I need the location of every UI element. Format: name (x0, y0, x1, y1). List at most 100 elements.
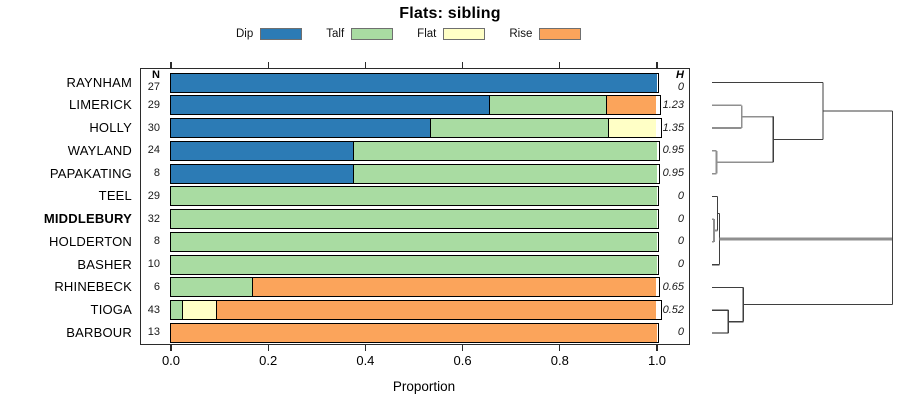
n-value: 30 (147, 121, 160, 134)
x-axis-tick-top (267, 62, 269, 68)
stacked-bar (169, 95, 661, 116)
stacked-bar (169, 322, 659, 343)
h-value: 0.65 (662, 280, 684, 293)
x-axis-tick-bottom (462, 345, 464, 351)
row-label: TIOGA (90, 302, 132, 318)
h-value: 1.23 (662, 98, 684, 111)
n-column-header: N (152, 69, 160, 81)
x-axis-tick-top (364, 62, 366, 68)
stacked-bar (169, 231, 659, 252)
bar-segment-flat (181, 301, 216, 320)
legend-swatch-rise (539, 27, 582, 40)
legend-swatch-talf (351, 27, 394, 40)
n-value: 24 (147, 144, 160, 157)
x-axis-tick-bottom (656, 345, 658, 351)
chart-title: Flats: sibling (399, 5, 501, 22)
row-label: PAPAKATING (49, 165, 132, 181)
row-label: HOLDERTON (49, 233, 132, 249)
bar-segment-dip (170, 96, 489, 115)
stacked-bar (169, 300, 662, 321)
stacked-bar (169, 209, 659, 230)
h-value: 0.95 (662, 144, 684, 157)
h-value: 0 (677, 258, 684, 271)
bar-segment-talf (170, 210, 657, 229)
x-axis-tick-top (170, 62, 172, 68)
bar-segment-talf (170, 255, 657, 274)
bar-segment-dip (170, 141, 353, 160)
legend-item-talf: Talf (326, 27, 394, 40)
x-axis-tick-label: 1.0 (647, 353, 667, 368)
row-label: WAYLAND (67, 142, 132, 158)
bar-segment-talf (170, 301, 182, 320)
stacked-bar (169, 254, 659, 275)
stacked-bar (169, 163, 660, 184)
stacked-bar (169, 72, 659, 93)
bar-segment-talf (429, 119, 608, 138)
x-axis-tick-bottom (559, 345, 561, 351)
legend-label: Talf (326, 27, 345, 40)
bar-segment-rise (215, 301, 657, 320)
h-column-header: H (676, 69, 684, 81)
bar-segment-dip (170, 164, 353, 183)
legend-item-dip: Dip (236, 27, 303, 40)
row-label: TEEL (98, 188, 132, 204)
bar-segment-talf (352, 164, 657, 183)
n-value: 8 (153, 235, 160, 248)
n-value: 8 (153, 167, 160, 180)
stacked-bar (169, 118, 662, 139)
h-value: 0 (677, 80, 684, 93)
n-value: 29 (147, 189, 160, 202)
h-value: 0 (677, 189, 684, 202)
x-axis-tick-label: 0.6 (453, 353, 472, 368)
x-axis-tick-top (462, 62, 464, 68)
row-label: BASHER (77, 256, 132, 272)
n-value: 13 (147, 326, 160, 339)
x-axis-tick-label: 0.0 (161, 353, 181, 368)
bar-segment-rise (251, 278, 657, 297)
bar-segment-talf (170, 232, 657, 251)
plot-area-border (140, 68, 690, 345)
n-value: 43 (147, 303, 160, 316)
x-axis-title: Proportion (392, 379, 456, 394)
row-label: MIDDLEBURY (43, 211, 132, 227)
legend-swatch-dip (260, 27, 303, 40)
x-axis-tick-label: 0.4 (356, 353, 375, 368)
h-value: 0 (677, 212, 684, 225)
bar-segment-dip (170, 119, 430, 138)
row-label: BARBOUR (66, 324, 132, 340)
bar-segment-talf (170, 187, 657, 206)
bar-segment-talf (170, 278, 252, 297)
stacked-bar (169, 140, 660, 161)
bar-segment-dip (170, 73, 657, 92)
x-axis-tick-bottom (170, 345, 172, 351)
bar-segment-talf (488, 96, 606, 115)
legend-label: Rise (509, 27, 533, 40)
n-value: 10 (147, 258, 160, 271)
legend-item-rise: Rise (509, 27, 582, 40)
h-value: 1.35 (662, 121, 684, 134)
h-value: 0 (677, 235, 684, 248)
row-label: RHINEBECK (54, 279, 132, 295)
row-label: HOLLY (89, 120, 132, 136)
row-label: RAYNHAM (66, 74, 132, 90)
row-label: LIMERICK (68, 97, 132, 113)
h-value: 0.95 (662, 167, 684, 180)
legend-swatch-flat (443, 27, 486, 40)
bar-segment-talf (352, 141, 657, 160)
legend-label: Flat (417, 27, 437, 40)
x-axis-tick-label: 0.2 (259, 353, 278, 368)
legend-label: Dip (236, 27, 254, 40)
n-value: 27 (147, 80, 160, 93)
stacked-bar (169, 277, 660, 298)
x-axis-tick-bottom (364, 345, 366, 351)
legend-item-flat: Flat (417, 27, 486, 40)
x-axis-tick-top (559, 62, 561, 68)
bar-segment-rise (170, 323, 657, 342)
n-value: 6 (153, 280, 160, 293)
stacked-bar (169, 186, 659, 207)
bar-segment-rise (605, 96, 656, 115)
h-value: 0.52 (662, 303, 684, 316)
h-value: 0 (677, 326, 684, 339)
